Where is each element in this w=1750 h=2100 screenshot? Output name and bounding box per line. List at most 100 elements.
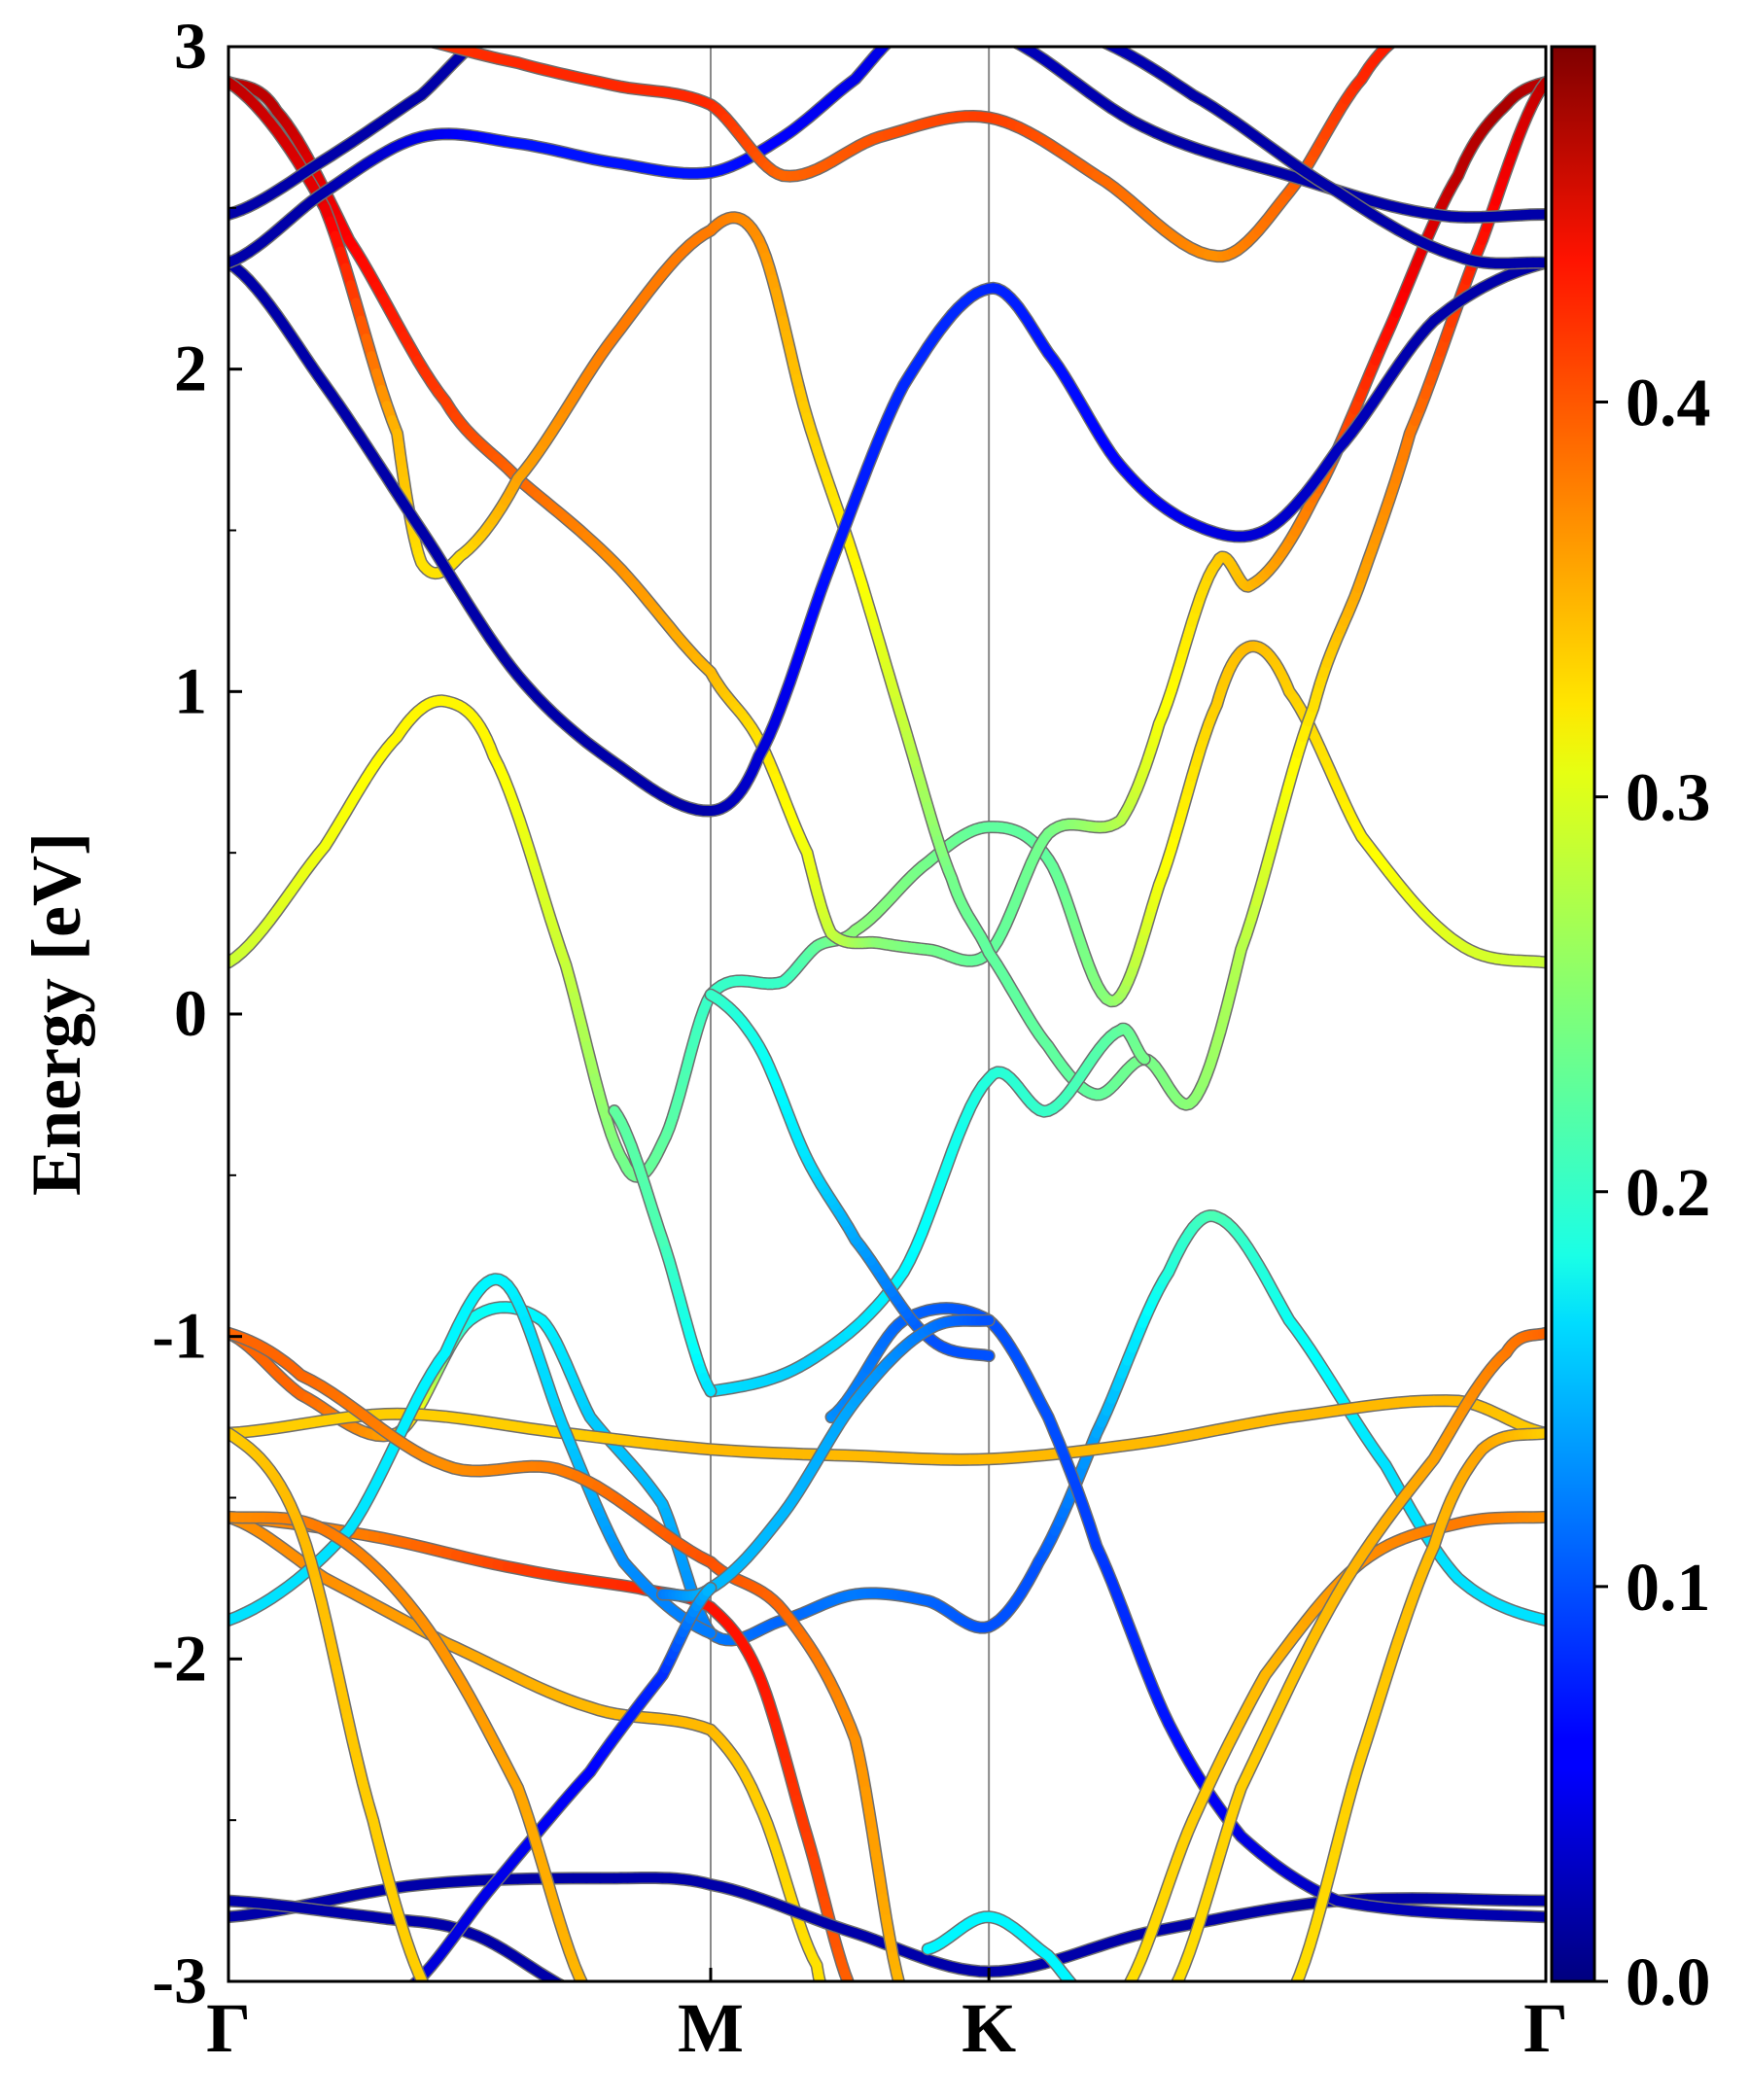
band-11 [228, 256, 1546, 818]
band-segment [373, 30, 384, 31]
band-segment [581, 1995, 590, 1998]
band-segment [1102, 47, 1111, 49]
band-segment [404, 36, 415, 38]
band-segment [1400, 34, 1404, 36]
band-segment [824, 1991, 825, 1992]
band-segment [383, 32, 394, 34]
band-19 [608, 1104, 718, 1398]
band-segment [827, 1994, 828, 1995]
band-17 [228, 1326, 906, 1998]
band-segment [900, 1987, 904, 1998]
band-segment [1169, 1989, 1173, 1998]
band-segment [483, 33, 488, 36]
colorbar-tick-label: 0.0 [1626, 1945, 1711, 2020]
colorbar-axis: 0.0 0.1 0.2 0.3 0.4 [1594, 367, 1711, 2020]
band-segment [882, 47, 891, 50]
band-28 [1289, 1426, 1546, 1997]
colorbar-tick-label: 0.3 [1626, 761, 1711, 836]
band-segment [706, 990, 719, 1002]
band-segment [417, 1978, 428, 1981]
y-tick-label: -1 [152, 1299, 207, 1373]
band-segment [1000, 35, 1011, 40]
band-segment [826, 1994, 827, 1995]
band-segment [825, 1993, 826, 1994]
band-segment [890, 38, 893, 41]
colorbar-tick-label: 0.4 [1626, 367, 1711, 441]
band-segment [1403, 32, 1407, 34]
k-point-label: K [962, 1989, 1016, 2067]
colorbar [1550, 45, 1596, 1983]
band-segment [843, 1978, 854, 1981]
band-segment [1070, 1980, 1076, 1981]
band-outline [1010, 47, 1546, 224]
band-segment [896, 32, 900, 34]
band-5 [228, 1273, 718, 1640]
band-segment [892, 1968, 904, 1981]
band-segment [404, 1987, 411, 1993]
band-segment [699, 1626, 716, 1638]
y-tick-label: 3 [174, 9, 207, 83]
band-20 [824, 1302, 1546, 1924]
band-outline [228, 76, 1546, 967]
band-segment [817, 1979, 824, 1981]
band-segment [489, 30, 494, 33]
band-segment [432, 47, 450, 51]
band-0 [228, 640, 1546, 1183]
band-segment [1076, 1988, 1079, 1991]
band-segment [1407, 30, 1411, 32]
band-segment [1525, 1911, 1546, 1922]
band-segment [1396, 37, 1400, 40]
band-segment [431, 47, 438, 48]
plot-frame [227, 45, 1548, 1983]
band-15 [1000, 35, 1546, 224]
band-8 [921, 1910, 1087, 1998]
colorbar-tick-label: 0.2 [1626, 1156, 1711, 1231]
y-axis: 3 2 1 0 -1 -2 -3 [152, 9, 242, 2017]
band-segment [575, 1973, 587, 1981]
band-segment [573, 1991, 581, 1995]
band-segment [829, 1996, 830, 1997]
band-segment [1384, 47, 1395, 50]
y-tick-label: -2 [152, 1621, 207, 1695]
band-segment [1084, 1996, 1087, 1998]
band-14 [373, 30, 1411, 263]
band-21 [704, 988, 996, 1363]
band-segment [1081, 33, 1090, 36]
band-segment [1078, 1991, 1081, 1994]
band-segment [550, 1978, 565, 1981]
y-tick-label: -3 [152, 1943, 207, 2017]
k-point-label: Γ [1523, 1989, 1568, 2067]
k-point-label: Γ [206, 1989, 251, 2067]
band-segment [1072, 30, 1081, 33]
band-12 [228, 32, 900, 269]
band-16 [1072, 30, 1546, 270]
band-10 [228, 76, 1546, 1111]
band-segment [830, 1997, 831, 1998]
band-segment [1138, 1053, 1150, 1065]
band-segment [1121, 1990, 1126, 1998]
colorbar-tick-label: 0.1 [1626, 1551, 1711, 1626]
k-point-label: M [678, 1989, 744, 2067]
band-25 [228, 1426, 431, 1997]
y-tick-label: 0 [174, 976, 207, 1050]
band-outline [228, 640, 1546, 1183]
band-outline [228, 76, 1546, 1111]
band-segment [398, 1993, 404, 1998]
band-segment [1090, 36, 1099, 40]
band-13 [228, 30, 494, 221]
band-segment [1013, 47, 1028, 52]
y-axis-label: Energy [eV] [18, 832, 95, 1196]
band-segment [823, 1990, 824, 1992]
band-segment [478, 36, 483, 40]
band-segment [427, 1990, 431, 1997]
band-segment [1081, 1994, 1084, 1996]
band-segment [542, 1972, 561, 1981]
band-segment [585, 1989, 590, 1998]
band-segment [394, 34, 404, 36]
k-point-separator-lines [709, 47, 991, 1981]
band-curves [228, 30, 1546, 1998]
band-27 [1169, 1326, 1546, 1998]
band-segment [1289, 1987, 1294, 1997]
band-segment [414, 38, 425, 40]
